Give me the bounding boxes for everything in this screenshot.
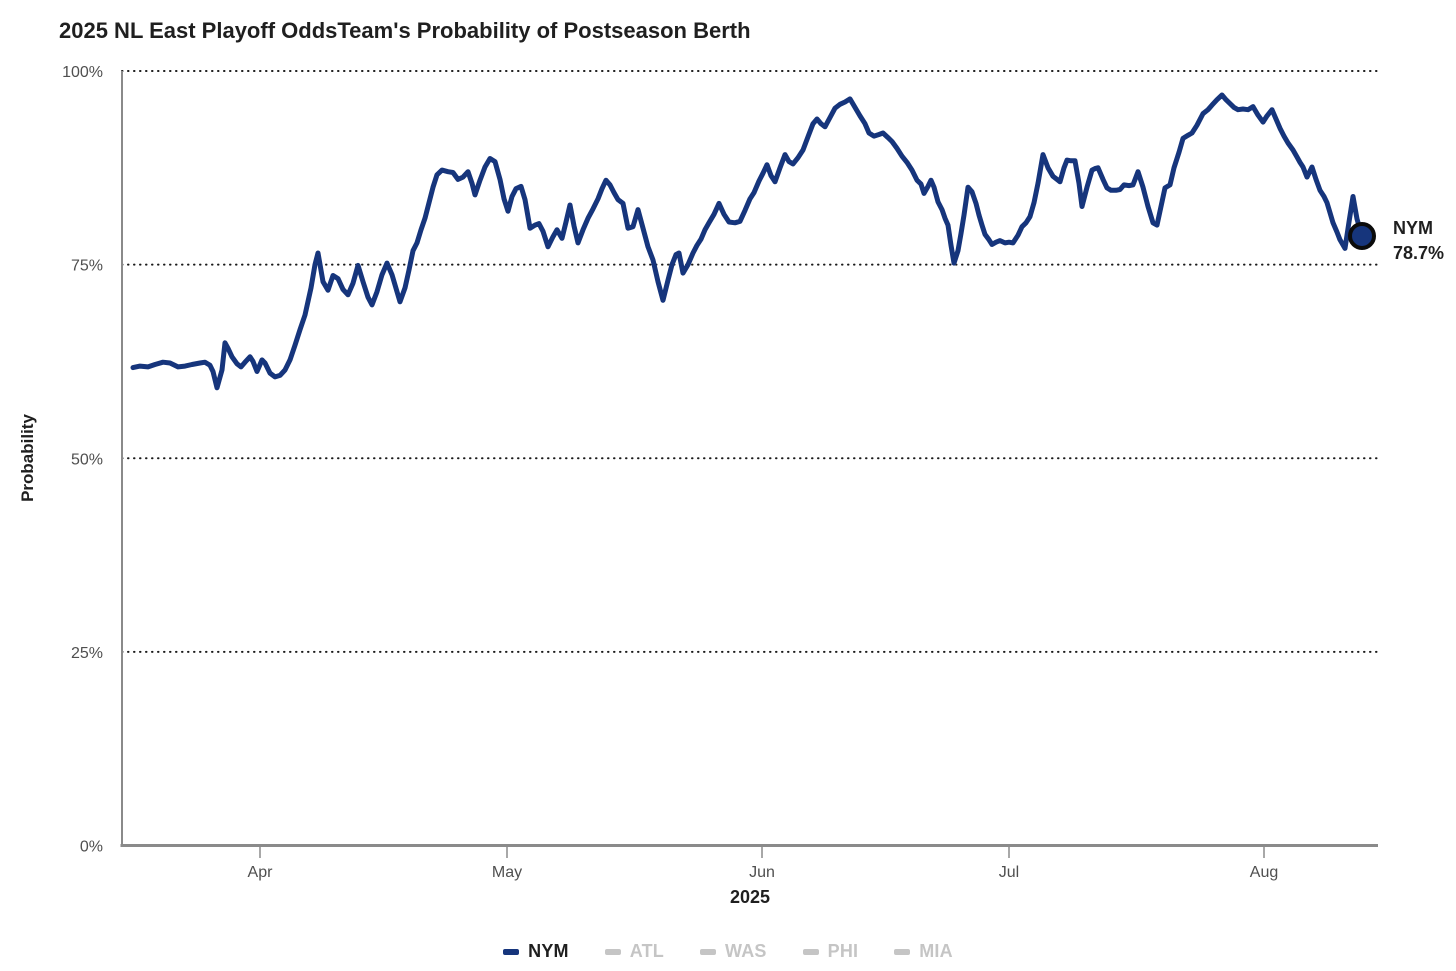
legend-label: PHI bbox=[827, 941, 859, 961]
x-tick-label: Jun bbox=[749, 864, 775, 881]
legend-item-mia[interactable]: MIA bbox=[894, 941, 953, 962]
legend-label: ATL bbox=[629, 941, 665, 961]
legend-swatch bbox=[700, 948, 717, 955]
x-tick-label: May bbox=[492, 864, 522, 881]
y-tick-label: 100% bbox=[62, 64, 103, 81]
legend-swatch bbox=[894, 948, 911, 955]
chart-legend: NYM ATL WAS PHI MIA bbox=[0, 941, 1456, 962]
series-end-marker[interactable] bbox=[1348, 221, 1376, 250]
x-tick-label: Apr bbox=[248, 864, 274, 881]
y-tick-label: 75% bbox=[71, 258, 103, 275]
chart-title-main: 2025 NL East Playoff Odds bbox=[59, 18, 337, 43]
legend-swatch bbox=[604, 948, 621, 955]
x-tick-label: Jul bbox=[999, 864, 1019, 881]
chart-title: 2025 NL East Playoff OddsTeam's Probabil… bbox=[59, 18, 751, 43]
x-tick-label: Aug bbox=[1250, 864, 1278, 881]
legend-label: MIA bbox=[919, 941, 953, 961]
legend-label: WAS bbox=[725, 941, 767, 961]
gridlines bbox=[121, 70, 1379, 653]
legend-label: NYM bbox=[528, 941, 569, 961]
y-tick-label: 50% bbox=[71, 451, 103, 468]
annotation-value-label: 78.7% bbox=[1393, 243, 1444, 263]
y-axis-label: Probability bbox=[18, 414, 37, 502]
legend-swatch bbox=[503, 948, 520, 955]
y-tick-label: 0% bbox=[80, 839, 103, 856]
nym-series-line[interactable] bbox=[130, 92, 1365, 391]
chart-subtitle: Team's Probability of Postseason Berth bbox=[337, 18, 750, 43]
legend-item-atl[interactable]: ATL bbox=[604, 941, 665, 962]
legend-item-was[interactable]: WAS bbox=[700, 941, 767, 962]
y-tick-label: 25% bbox=[71, 645, 103, 662]
x-axis-label: 2025 bbox=[730, 887, 770, 907]
legend-item-nym[interactable]: NYM bbox=[503, 941, 569, 962]
legend-swatch bbox=[802, 948, 819, 955]
annotation-team-label: NYM bbox=[1393, 218, 1433, 238]
x-ticks: Apr May Jun Jul Aug bbox=[248, 847, 1278, 881]
y-tick-labels: 100% 75% 50% 25% 0% bbox=[62, 64, 103, 856]
legend-item-phi[interactable]: PHI bbox=[802, 941, 859, 962]
